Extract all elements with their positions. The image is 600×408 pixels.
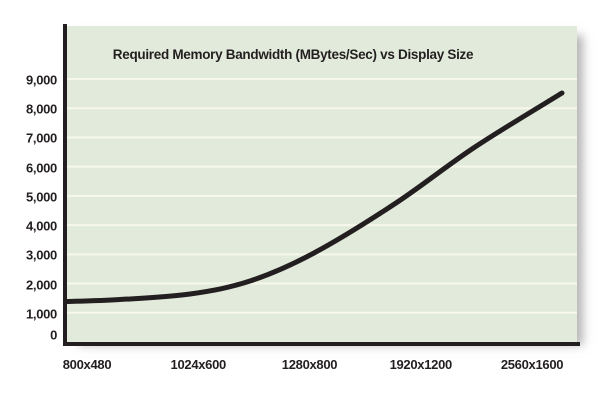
y-axis-line bbox=[63, 24, 67, 346]
bandwidth-curve bbox=[64, 90, 565, 304]
y-tick-label: 5,000 bbox=[25, 189, 57, 205]
y-tick-label: 0 bbox=[50, 327, 57, 343]
y-tick-label: 2,000 bbox=[25, 277, 57, 293]
y-tick-label: 3,000 bbox=[25, 247, 57, 263]
x-category-label: 2560x1600 bbox=[500, 357, 564, 372]
chart-title: Required Memory Bandwidth (MBytes/Sec) v… bbox=[112, 47, 474, 62]
x-category-label: 1024x600 bbox=[170, 357, 227, 372]
x-axis-line bbox=[63, 342, 580, 346]
x-category-label: 1920x1200 bbox=[389, 357, 453, 372]
y-tick-label: 4,000 bbox=[25, 218, 57, 234]
x-category-label: 1280x800 bbox=[281, 357, 338, 372]
y-tick-label: 1,000 bbox=[25, 306, 57, 322]
y-tick-label: 6,000 bbox=[25, 160, 57, 176]
y-tick-label: 9,000 bbox=[25, 72, 57, 88]
y-tick-label: 8,000 bbox=[25, 101, 57, 117]
x-category-label: 800x480 bbox=[62, 357, 112, 372]
y-tick-label: 7,000 bbox=[25, 130, 57, 146]
